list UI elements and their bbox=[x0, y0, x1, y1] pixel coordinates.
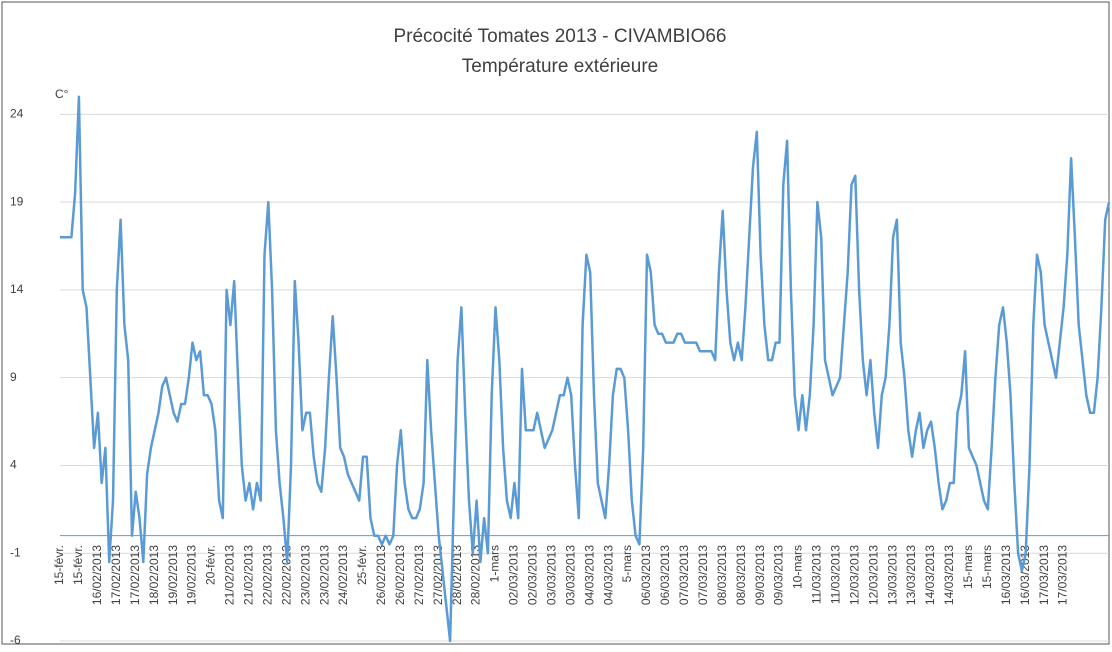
x-tick-label: 15-févr. bbox=[71, 545, 85, 585]
x-tick-label: 03/03/2013 bbox=[544, 545, 558, 605]
x-tick-label: 07/03/2013 bbox=[677, 545, 691, 605]
x-tick-label: 22/02/2013 bbox=[260, 545, 274, 605]
x-tick-label: 04/03/2013 bbox=[601, 545, 615, 605]
y-tick-label: 9 bbox=[10, 370, 17, 384]
chart-title: Précocité Tomates 2013 - CIVAMBIO66 bbox=[393, 26, 726, 47]
y-tick-label: -1 bbox=[10, 545, 21, 559]
x-tick-label: 14/03/2013 bbox=[942, 545, 956, 605]
x-tick-label: 27/02/2013 bbox=[412, 545, 426, 605]
x-tick-label: 07/03/2013 bbox=[696, 545, 710, 605]
x-tick-label: 25-févr. bbox=[355, 545, 369, 585]
y-tick-label: 19 bbox=[10, 194, 24, 208]
x-tick-label: 21/02/2013 bbox=[242, 545, 256, 605]
x-tick-label: 06/03/2013 bbox=[658, 545, 672, 605]
x-tick-label: 5-mars bbox=[620, 545, 634, 582]
x-tick-label: 11/03/2013 bbox=[810, 545, 824, 604]
x-tick-label: 21/02/2013 bbox=[223, 545, 237, 605]
x-tick-label: 23/02/2013 bbox=[298, 545, 312, 605]
x-tick-label: 09/03/2013 bbox=[772, 545, 786, 605]
x-tick-label: 08/03/2013 bbox=[734, 545, 748, 605]
x-tick-label: 11/03/2013 bbox=[829, 545, 843, 604]
x-tick-label: 16/03/2013 bbox=[1018, 545, 1032, 605]
x-tick-label: 02/03/2013 bbox=[526, 545, 540, 605]
x-tick-label: 17/03/2013 bbox=[1037, 545, 1051, 605]
x-tick-label: 17/02/2013 bbox=[109, 545, 123, 605]
x-tick-label: 03/03/2013 bbox=[563, 545, 577, 605]
x-tick-label: 22/02/2013 bbox=[279, 545, 293, 605]
x-tick-label: 23/02/2013 bbox=[317, 545, 331, 605]
x-tick-label: 15-mars bbox=[980, 545, 994, 589]
x-tick-label: 09/03/2013 bbox=[753, 545, 767, 605]
x-tick-label: 12/03/2013 bbox=[847, 545, 861, 605]
x-tick-label: 13/03/2013 bbox=[904, 545, 918, 605]
x-tick-label: 17/03/2013 bbox=[1056, 545, 1070, 605]
x-tick-label: 17/02/2013 bbox=[128, 545, 142, 605]
x-tick-label: 19/02/2013 bbox=[185, 545, 199, 605]
y-tick-label: -6 bbox=[10, 633, 21, 647]
temperature-line bbox=[60, 95, 1111, 643]
x-tick-label: 26/02/2013 bbox=[374, 545, 388, 605]
x-tick-label: 06/03/2013 bbox=[639, 545, 653, 605]
x-tick-label: 16/03/2013 bbox=[999, 545, 1013, 605]
y-tick-label: 4 bbox=[10, 458, 17, 472]
x-tick-label: 14/03/2013 bbox=[923, 545, 937, 605]
y-axis-label: C° bbox=[55, 87, 69, 101]
x-tick-label: 16/02/2013 bbox=[90, 545, 104, 605]
x-tick-label: 1-mars bbox=[488, 545, 502, 582]
x-tick-label: 08/03/2013 bbox=[715, 545, 729, 605]
x-tick-label: 13/03/2013 bbox=[885, 545, 899, 605]
x-tick-label: 19/02/2013 bbox=[166, 545, 180, 605]
x-tick-label: 12/03/2013 bbox=[866, 545, 880, 605]
x-tick-label: 24/02/2013 bbox=[336, 545, 350, 605]
x-tick-label: 15-mars bbox=[961, 545, 975, 589]
x-tick-label: 04/03/2013 bbox=[582, 545, 596, 605]
x-tick-label: 10-mars bbox=[791, 545, 805, 589]
x-tick-label: 26/02/2013 bbox=[393, 545, 407, 605]
y-tick-label: 14 bbox=[10, 282, 24, 296]
x-tick-label: 02/03/2013 bbox=[507, 545, 521, 605]
x-tick-label: 18/02/2013 bbox=[147, 545, 161, 605]
y-tick-label: 24 bbox=[10, 107, 24, 121]
chart-subtitle: Température extérieure bbox=[462, 56, 658, 77]
x-tick-label: 15-févr. bbox=[52, 545, 66, 585]
x-tick-label: 20-févr. bbox=[204, 545, 218, 585]
